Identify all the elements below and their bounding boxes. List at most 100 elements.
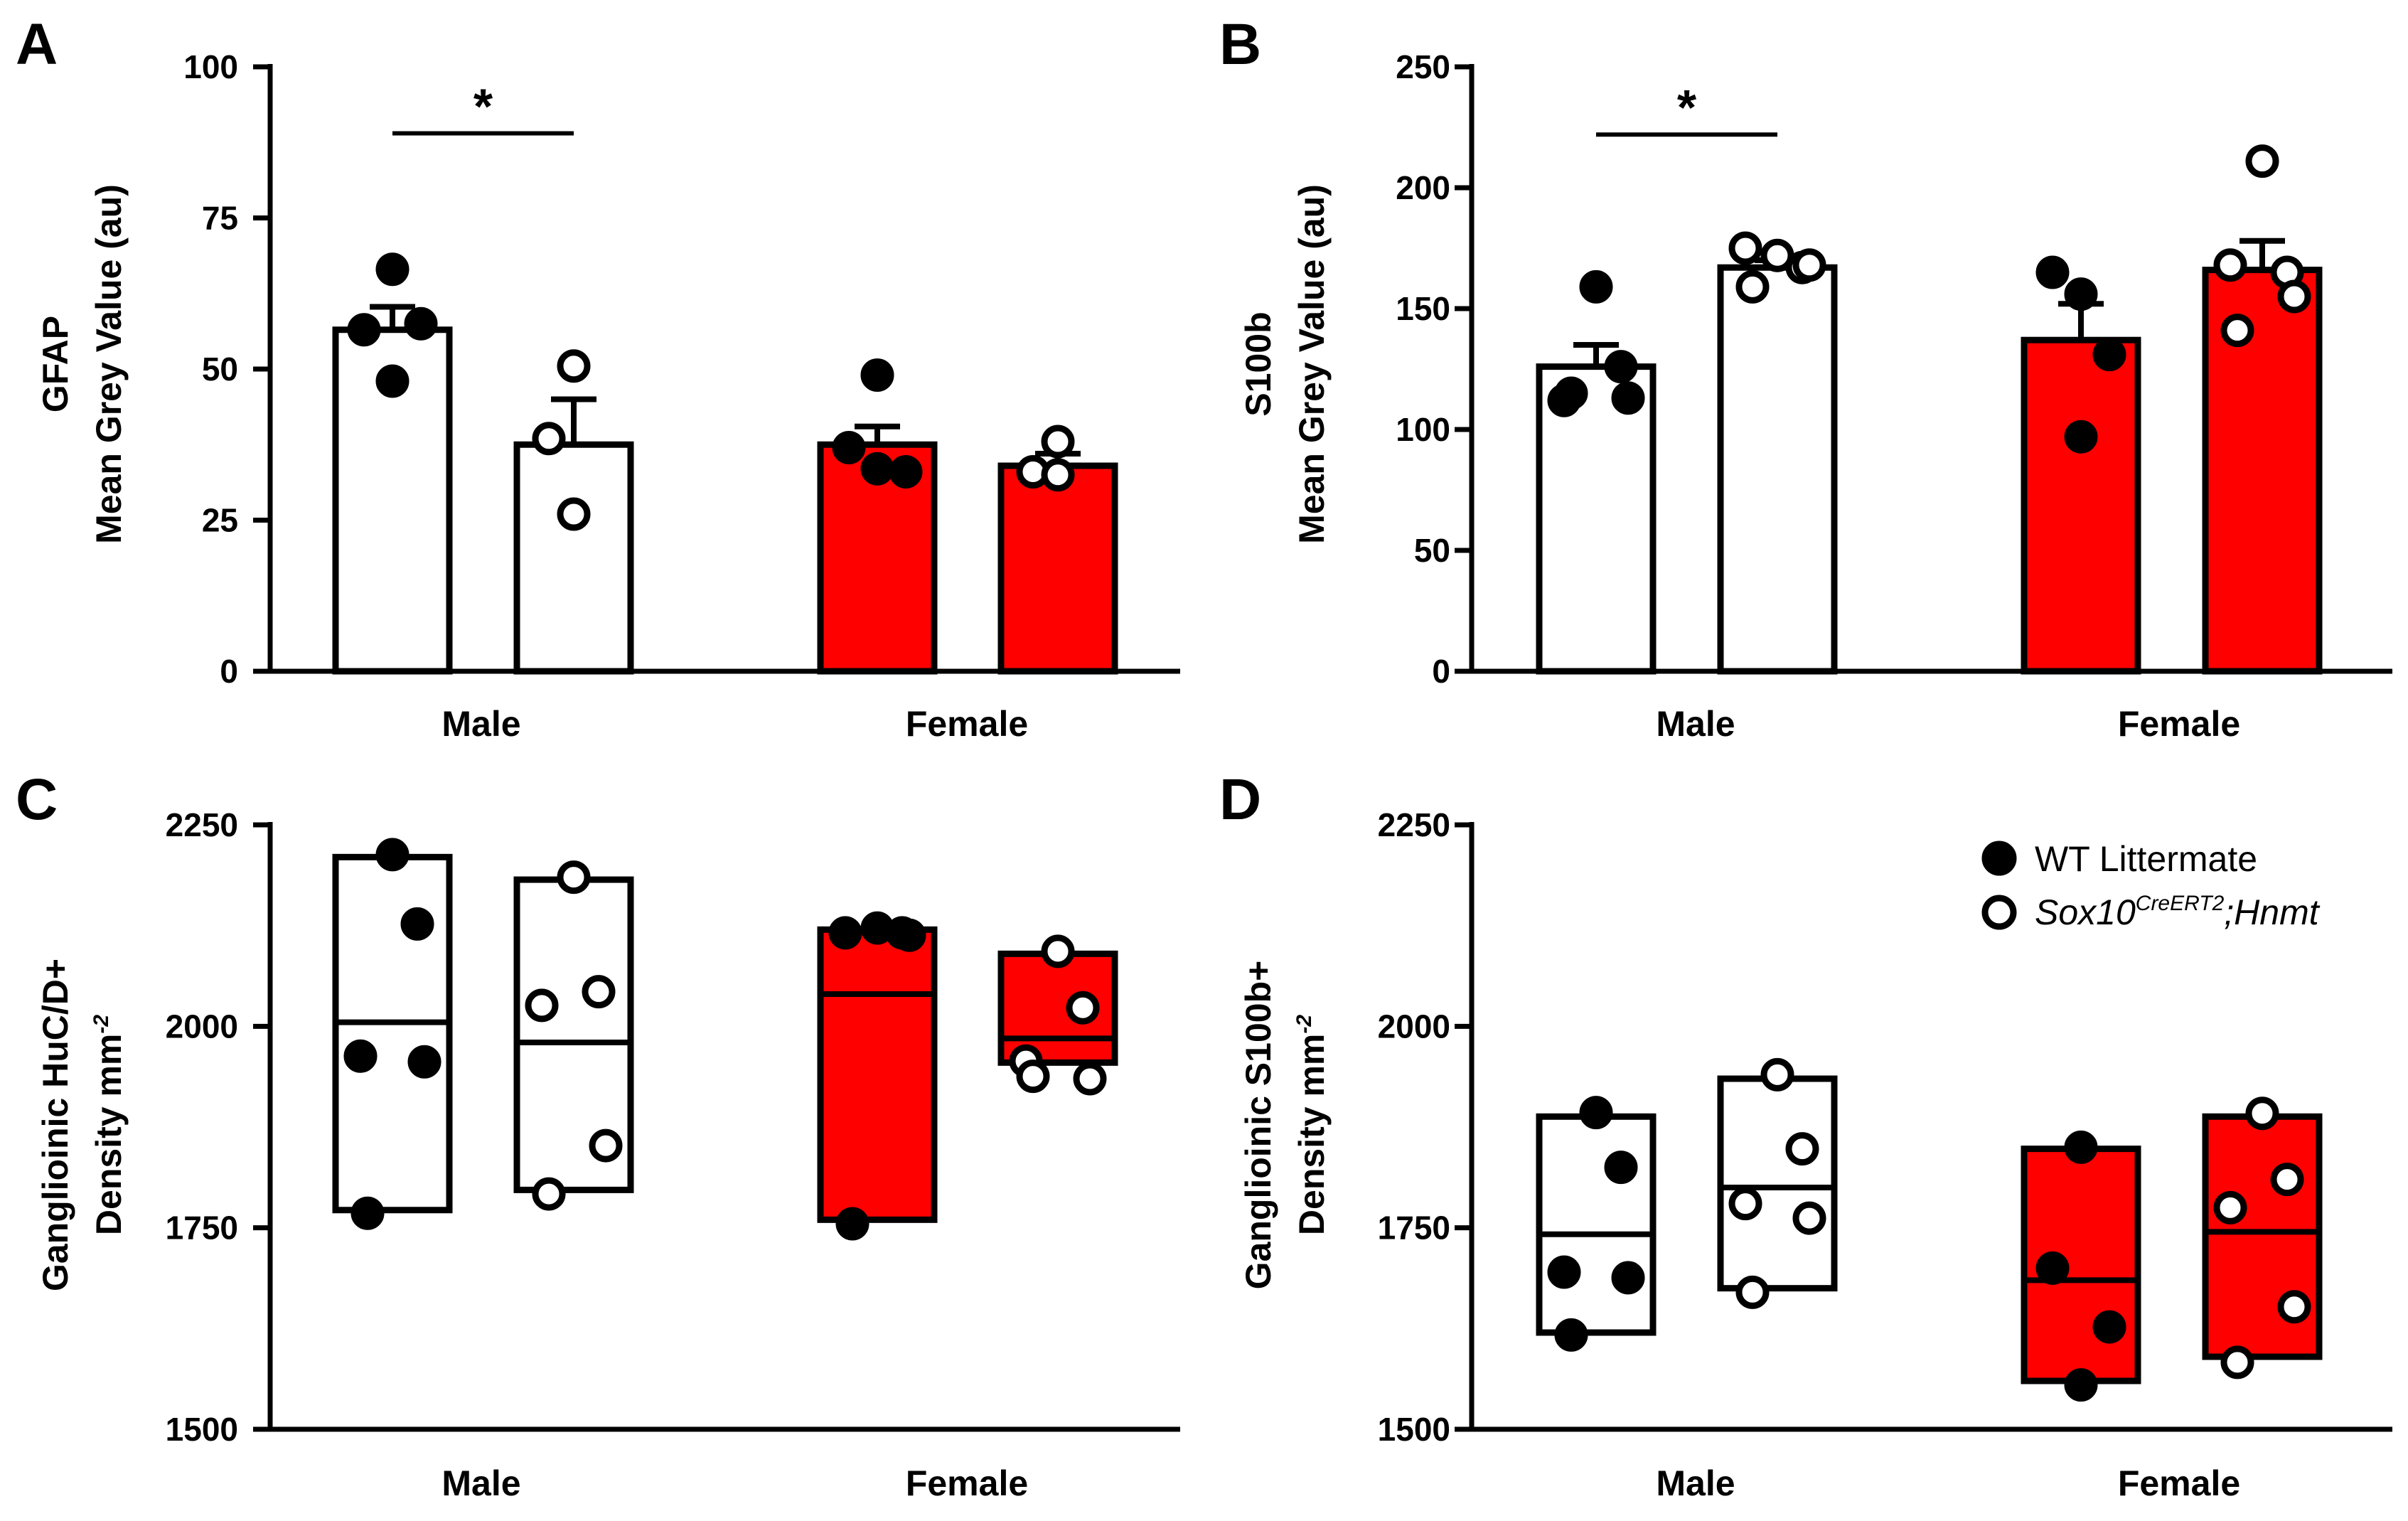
data-point-a [404,306,438,341]
data-point-b [2220,314,2254,348]
y-tick-label-b: 100 [1396,411,1450,448]
x-category-label-d: Female [2118,1463,2240,1503]
y-tick-label-b: 150 [1396,290,1450,327]
y-tick-label-d: 1750 [1378,1210,1450,1247]
panel-c-plot: 1500 1750 2000 2250 Male Female [166,806,1180,1503]
legend-ko-main: Sox10 [2035,892,2136,932]
significance-star-a: * [473,79,493,134]
legend-ko-tail: ;Hnmt [2224,892,2320,932]
data-point-d [1728,1187,1762,1221]
ylabel-b-line2: Mean Grey Value (au) [1292,184,1332,544]
ylabel-c-line2-text: Density mm [89,1034,129,1235]
y-tick-label-a: 75 [202,200,238,237]
y-tick-label-d: 1500 [1378,1411,1450,1448]
data-point-c [1016,1060,1050,1094]
data-point-c [1073,1062,1107,1096]
data-point-d [1579,1096,1613,1130]
data-point-a [375,364,410,398]
legend-marker-ko [1981,895,2017,930]
panel-d-plot: 1500 1750 2000 2250 Male Female [1378,806,2392,1503]
panel-label-d: D [1219,767,1261,832]
data-point-a [375,252,410,287]
bar-b [2021,336,2141,675]
panel-a-plot: 0 25 50 75 100 Male Female * [183,48,1180,744]
data-point-c [589,1128,623,1163]
data-point-b [1611,381,1645,415]
bar-b [1717,264,1838,675]
bar-a [997,462,1118,675]
y-tick-label-b: 200 [1396,169,1450,206]
panel-b-plot: 0 50 100 150 200 250 Male Female * [1396,48,2392,744]
data-point-d [2213,1190,2247,1224]
legend-marker-wt [1981,840,2017,876]
data-point-d [2277,1290,2311,1324]
data-point-c [400,907,434,941]
bar-b [2202,267,2323,675]
data-point-d [2220,1345,2254,1379]
data-point-d [1547,1255,1581,1289]
data-point-d [2092,1310,2126,1344]
y-tick-label-c: 2000 [166,1008,238,1045]
data-point-d [2270,1163,2304,1197]
data-point-a [832,431,866,464]
data-point-b [2245,144,2279,178]
data-point-c [1041,934,1075,968]
data-point-b [1728,231,1762,265]
data-point-c [375,838,410,872]
y-tick-label-a: 100 [183,48,238,85]
x-category-label-a: Male [442,704,520,744]
panel-label-c: C [16,767,58,832]
data-point-b [2092,338,2126,372]
y-tick-label-c: 2250 [166,806,238,843]
x-category-label-b: Male [1656,704,1735,744]
data-point-a [889,455,923,489]
bar-b [1536,363,1657,675]
box-d [1536,1113,1657,1336]
data-point-c [351,1196,385,1230]
data-point-d [1760,1057,1794,1092]
y-tick-label-c: 1750 [166,1210,238,1247]
y-tick-label-a: 25 [202,502,238,539]
data-point-d [1604,1151,1638,1185]
data-point-a [557,497,591,531]
data-point-b [2277,279,2311,314]
data-point-c [525,988,559,1023]
data-point-d [1785,1132,1819,1166]
data-point-d [1792,1201,1826,1235]
ylabel-a-line2: Mean Grey Value (au) [89,184,129,544]
data-point-a [1041,425,1075,459]
ylabel-b-line1: S100b [1238,311,1278,416]
data-point-c [892,918,926,952]
data-point-b [2035,255,2070,289]
data-point-d [2064,1368,2098,1402]
data-point-c [343,1039,378,1073]
data-point-a [1041,458,1075,492]
box-d [1717,1075,1838,1292]
data-point-a [557,349,591,383]
legend: WT Littermate Sox10CreERT2;Hnmt [1981,839,2321,932]
bar-a [513,441,634,675]
ylabel-d-sup: -2 [1293,1015,1316,1034]
x-category-label-c: Female [906,1463,1028,1503]
data-point-b [1579,269,1613,304]
legend-ko-sup: CreERT2 [2136,892,2225,915]
x-category-label-d: Male [1656,1463,1735,1503]
y-tick-label-d: 2000 [1378,1008,1450,1045]
y-tick-label-b: 50 [1414,532,1450,569]
data-point-c [835,1207,869,1241]
y-tick-label-d: 2250 [1378,806,1450,843]
data-point-d [1735,1275,1770,1309]
data-point-a [860,358,894,392]
data-point-d [1611,1261,1645,1295]
x-category-label-b: Female [2118,704,2240,744]
data-point-d [2035,1251,2070,1285]
ylabel-d-line2: Density mm-2 [1292,1015,1332,1235]
y-tick-label-b: 250 [1396,48,1450,85]
ylabel-c-sup: -2 [90,1015,113,1034]
legend-label-wt: WT Littermate [2035,839,2257,879]
x-category-label-c: Male [442,1463,520,1503]
ylabel-d-line1: Ganglioinic S100b+ [1238,961,1278,1290]
data-point-c [828,916,862,950]
data-point-a [347,313,381,347]
